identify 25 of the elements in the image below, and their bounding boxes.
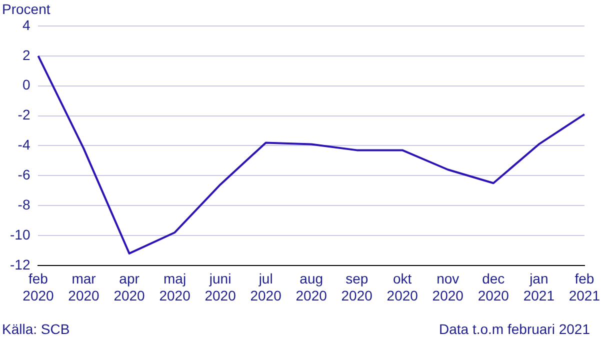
y-tick-label: -8 xyxy=(18,196,30,212)
x-tick-label: dec 2020 xyxy=(478,270,510,304)
y-tick-label: 4 xyxy=(22,16,30,33)
x-tick-label: juni 2020 xyxy=(204,270,236,304)
y-tick-label: -4 xyxy=(18,136,30,153)
y-tick-label: 2 xyxy=(22,46,30,63)
y-tick-label: 0 xyxy=(22,76,30,93)
x-tick-label: feb 2020 xyxy=(22,270,54,304)
y-axis-title: Procent xyxy=(2,1,50,17)
x-tick-label: mar 2020 xyxy=(68,270,100,304)
x-tick-label: feb 2021 xyxy=(568,270,600,304)
x-tick-label: okt 2020 xyxy=(386,270,418,304)
y-tick-label: -12 xyxy=(10,256,30,272)
x-tick-label: jul 2020 xyxy=(250,270,282,304)
x-tick-label: aug 2020 xyxy=(296,270,328,304)
text: Data t.o.m februari 2021 xyxy=(439,321,590,337)
y-tick-label: -6 xyxy=(18,166,30,182)
x-tick-label: nov 2020 xyxy=(432,270,464,304)
x-tick-label: sep 2020 xyxy=(341,270,373,304)
x-tick-label: jan 2021 xyxy=(523,270,555,304)
x-tick-label: apr 2020 xyxy=(114,270,146,304)
text: Källa: SCB xyxy=(2,321,70,337)
y-tick-label: -10 xyxy=(10,226,30,242)
y-tick-label: -2 xyxy=(18,106,30,123)
x-tick-label: maj 2020 xyxy=(159,270,191,304)
